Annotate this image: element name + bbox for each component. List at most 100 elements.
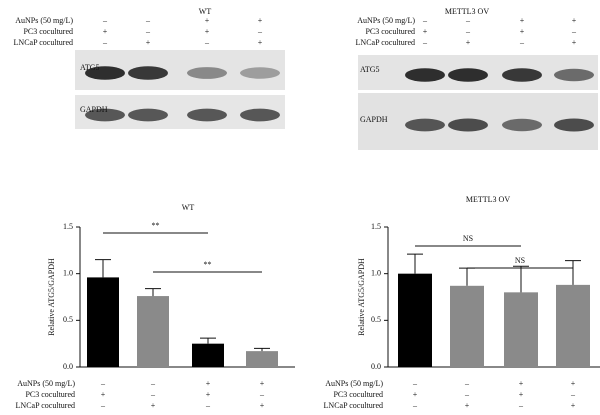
- blot-band: [405, 118, 445, 132]
- blot-band: [85, 66, 125, 80]
- bar: [246, 351, 278, 367]
- condition-label: AuNPs (50 mg/L): [325, 379, 383, 388]
- condition-sign: –: [422, 38, 428, 47]
- chart-title: METTL3 OV: [466, 195, 510, 204]
- blot-band: [502, 68, 542, 82]
- error-bar: [145, 288, 161, 297]
- condition-sign: +: [519, 379, 524, 388]
- significance-label: NS: [463, 234, 473, 243]
- condition-sign: –: [100, 401, 106, 410]
- condition-sign: +: [206, 390, 211, 399]
- condition-label: PC3 cocultured: [25, 390, 75, 399]
- condition-sign: +: [413, 390, 418, 399]
- condition-sign: –: [102, 38, 108, 47]
- condition-sign: +: [260, 379, 265, 388]
- condition-label: PC3 cocultured: [333, 390, 383, 399]
- condition-label: LNCaP cocultured: [14, 38, 73, 47]
- blot-band: [448, 118, 488, 132]
- y-tick-label: 1.5: [63, 222, 73, 231]
- condition-label: LNCaP cocultured: [356, 38, 415, 47]
- condition-sign: +: [101, 390, 106, 399]
- condition-sign: –: [204, 38, 210, 47]
- bar: [504, 292, 538, 367]
- condition-sign: –: [464, 379, 470, 388]
- band-label: GAPDH: [80, 105, 108, 114]
- condition-sign: +: [465, 401, 470, 410]
- y-tick-label: 1.0: [63, 268, 73, 277]
- condition-sign: –: [150, 379, 156, 388]
- error-bar: [513, 265, 529, 293]
- condition-sign: +: [206, 379, 211, 388]
- condition-sign: +: [151, 401, 156, 410]
- y-tick-label: 0.0: [371, 362, 381, 371]
- condition-label: PC3 cocultured: [23, 27, 73, 36]
- condition-sign: +: [571, 379, 576, 388]
- error-bar: [565, 260, 581, 285]
- condition-sign: –: [412, 401, 418, 410]
- bar: [192, 343, 224, 367]
- condition-sign: –: [205, 401, 211, 410]
- condition-sign: –: [465, 27, 471, 36]
- condition-sign: +: [423, 27, 428, 36]
- error-bar: [95, 259, 111, 278]
- bar: [398, 273, 432, 367]
- condition-sign: –: [465, 16, 471, 25]
- condition-sign: –: [257, 27, 263, 36]
- error-bar: [254, 347, 270, 352]
- condition-sign: –: [464, 390, 470, 399]
- blot-band: [405, 68, 445, 82]
- blot-band: [187, 108, 227, 122]
- significance-label: NS: [515, 256, 525, 265]
- condition-sign: +: [466, 38, 471, 47]
- condition-sign: +: [572, 38, 577, 47]
- condition-sign: +: [103, 27, 108, 36]
- condition-sign: +: [572, 16, 577, 25]
- condition-sign: –: [518, 401, 524, 410]
- bar: [137, 296, 169, 367]
- y-axis-label: Relative ATG5/GAPDH: [47, 258, 56, 336]
- condition-label: AuNPs (50 mg/L): [15, 16, 73, 25]
- condition-sign: –: [102, 16, 108, 25]
- band-label: ATG5: [80, 63, 100, 72]
- condition-sign: +: [520, 27, 525, 36]
- condition-sign: +: [146, 38, 151, 47]
- chart-title: WT: [182, 203, 195, 212]
- y-tick-label: 0.5: [63, 315, 73, 324]
- condition-sign: +: [205, 27, 210, 36]
- bar: [556, 284, 590, 367]
- blot-band: [187, 67, 227, 79]
- condition-sign: –: [150, 390, 156, 399]
- y-tick-label: 1.0: [371, 268, 381, 277]
- condition-sign: –: [412, 379, 418, 388]
- y-tick-label: 0.5: [371, 315, 381, 324]
- significance-label: **: [152, 221, 160, 230]
- condition-label: PC3 cocultured: [365, 27, 415, 36]
- condition-sign: +: [258, 38, 263, 47]
- condition-sign: +: [571, 401, 576, 410]
- significance-label: **: [204, 260, 212, 269]
- blot-title: METTL3 OV: [445, 7, 489, 16]
- condition-label: AuNPs (50 mg/L): [17, 379, 75, 388]
- blot-band: [554, 118, 594, 132]
- condition-sign: +: [258, 16, 263, 25]
- band-label: GAPDH: [360, 115, 388, 124]
- blot-band: [448, 68, 488, 82]
- condition-label: LNCaP cocultured: [324, 401, 383, 410]
- blot-band: [240, 67, 280, 79]
- blot-band: [554, 68, 594, 82]
- condition-sign: –: [259, 390, 265, 399]
- y-tick-label: 0.0: [63, 362, 73, 371]
- condition-sign: –: [519, 38, 525, 47]
- condition-sign: –: [145, 16, 151, 25]
- condition-sign: –: [145, 27, 151, 36]
- blot-band: [240, 108, 280, 122]
- condition-sign: –: [570, 390, 576, 399]
- condition-sign: +: [519, 390, 524, 399]
- y-tick-label: 1.5: [371, 222, 381, 231]
- error-bar: [200, 337, 216, 344]
- bar: [450, 285, 484, 367]
- condition-label: LNCaP cocultured: [16, 401, 75, 410]
- blot-title: WT: [199, 7, 212, 16]
- blot-band: [128, 66, 168, 80]
